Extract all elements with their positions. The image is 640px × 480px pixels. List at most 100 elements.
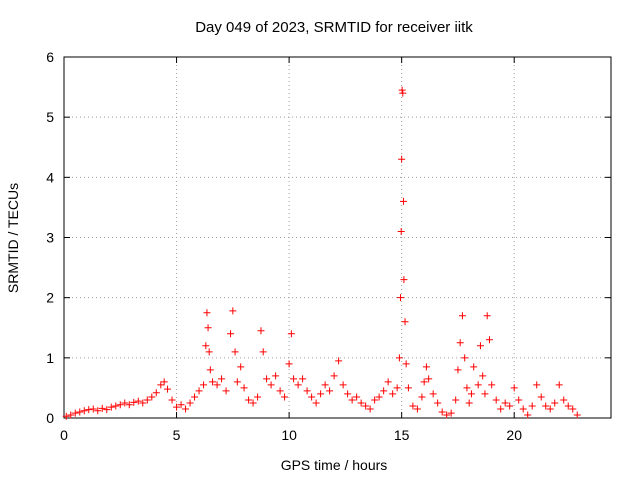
data-point [62,412,70,420]
data-point [476,342,484,350]
data-point [195,387,203,395]
data-point [231,348,239,356]
data-point [398,155,406,163]
data-point [397,227,405,235]
data-point [272,372,280,380]
data-point [157,381,165,389]
data-point [233,378,241,386]
data-point [497,405,505,413]
data-point [326,387,334,395]
data-point [393,384,401,392]
data-point [569,405,577,413]
data-point [488,381,496,389]
data-point [399,89,407,97]
data-point [259,348,267,356]
data-point [479,372,487,380]
data-point [458,312,466,320]
data-point [463,384,471,392]
data-point [177,401,185,409]
data-point [542,402,550,410]
data-point [143,396,151,404]
data-point [202,342,210,350]
data-point [107,403,115,411]
data-point [470,363,478,371]
data-point [281,393,289,401]
data-point [546,405,554,413]
data-point [227,330,235,338]
data-point [418,393,426,401]
data-point [303,387,311,395]
data-point [447,409,455,417]
data-point [94,407,102,415]
data-point [389,390,397,398]
data-point [257,327,265,335]
data-point [116,401,124,409]
data-point [506,402,514,410]
data-point [134,397,142,405]
data-point [299,375,307,383]
data-point [312,399,320,407]
data-point [533,381,541,389]
data-point [294,381,302,389]
data-point [422,363,430,371]
grid [64,57,611,418]
data-point [103,406,111,414]
data-point [130,398,138,406]
data-point [173,403,181,411]
data-point [229,307,237,315]
data-point [465,399,473,407]
data-point [524,411,532,419]
data-point [245,396,253,404]
data-point [205,348,213,356]
data-point [321,381,329,389]
data-point [209,378,217,386]
data-point [222,387,230,395]
data-point [339,381,347,389]
axis-ticks: 0 1 2 3 4 5 6 0 5 10 15 20 [46,49,611,443]
data-point [510,384,518,392]
y-tick-label: 1 [46,350,54,366]
data-point [454,366,462,374]
data-point [182,405,190,413]
x-tick-label: 15 [394,427,410,443]
data-point [452,396,460,404]
y-tick-label: 6 [46,49,54,65]
data-point [492,396,500,404]
data-point [67,411,75,419]
data-point [317,390,325,398]
data-point [139,399,147,407]
data-point [357,399,365,407]
data-point [380,387,388,395]
data-point [474,381,482,389]
data-point [204,324,212,332]
data-point [164,385,172,393]
x-axis-label: GPS time / hours [281,457,388,473]
data-point [560,396,568,404]
y-axis-label: SRMTID / TECUs [5,183,21,293]
data-point [413,405,421,413]
data-point [409,402,417,410]
data-point [213,381,221,389]
data-point [237,363,245,371]
data-point [263,375,271,383]
data-point [206,366,214,374]
data-point [397,294,405,302]
data-point [519,405,527,413]
data-point [429,390,437,398]
chart-title: Day 049 of 2023, SRMTID for receiver iit… [195,19,473,36]
data-point [98,404,106,412]
data-point [112,402,120,410]
data-point [85,406,93,414]
data-point [398,86,406,94]
y-tick-label: 4 [46,169,54,185]
data-point [160,378,168,386]
data-point [344,390,352,398]
data-point [537,393,545,401]
y-tick-label: 2 [46,290,54,306]
data-points [62,86,581,420]
data-point [384,378,392,386]
data-point [200,381,208,389]
data-point [555,381,563,389]
